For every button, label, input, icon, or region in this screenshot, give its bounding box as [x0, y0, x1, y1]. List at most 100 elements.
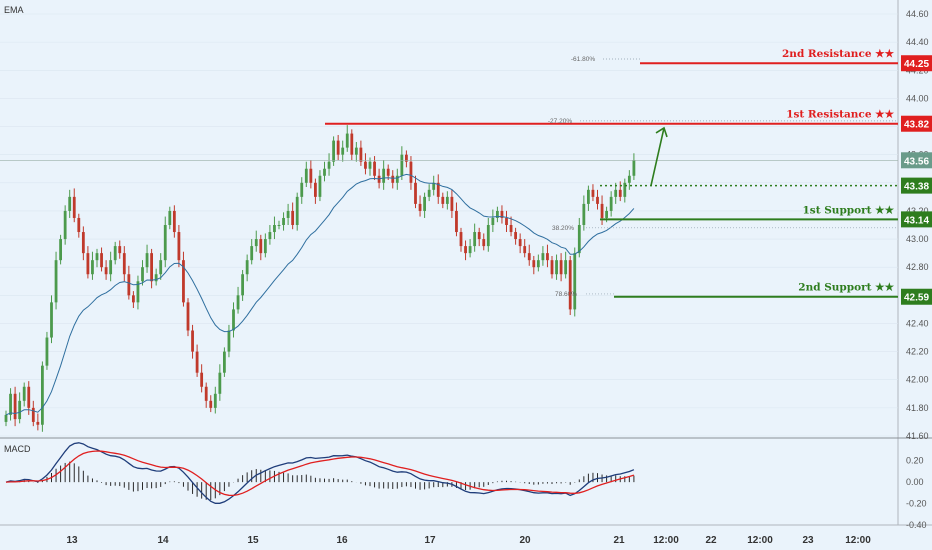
candle-body	[536, 260, 540, 268]
candle-body	[191, 330, 194, 352]
candle-body	[4, 414, 8, 422]
candle-body	[455, 210, 458, 233]
candle-body	[577, 225, 581, 254]
time-tick-label: 15	[247, 535, 259, 546]
candle-body	[582, 203, 586, 225]
candle-body	[254, 239, 258, 247]
price-tick-label: 41.60	[906, 431, 929, 441]
candle-body	[514, 232, 517, 240]
time-tick-label: 12:00	[747, 535, 773, 546]
candle-body	[241, 274, 244, 296]
candle-body	[100, 253, 103, 268]
candle-body	[22, 386, 26, 401]
time-tick-label: 13	[66, 535, 78, 546]
level-name-label: 2nd Support ★★	[798, 282, 894, 294]
candle-body	[13, 393, 17, 420]
candle-body	[113, 246, 117, 261]
candle-body	[364, 161, 367, 169]
fib-label: 38.20%	[552, 225, 574, 232]
time-tick-label: 12:00	[653, 535, 679, 546]
candle-body	[95, 253, 99, 261]
candle-body	[441, 196, 445, 204]
arrow-head	[655, 126, 668, 138]
candle-body	[282, 217, 285, 225]
candle-body	[104, 267, 108, 275]
candle-body	[555, 260, 558, 275]
level-price-value: 44.25	[904, 59, 929, 70]
candle-body	[432, 182, 436, 190]
candle-body	[596, 196, 599, 204]
candle-body	[150, 253, 153, 282]
candle-body	[341, 147, 345, 155]
price-axis-ticks: 44.6044.4044.2044.0043.8043.6043.4043.20…	[0, 9, 929, 441]
candle-body	[527, 253, 531, 261]
candle-body	[505, 217, 508, 225]
level-price-badge	[901, 55, 932, 72]
macd-tick-label: -0.20	[906, 499, 927, 509]
candle-body	[414, 182, 417, 204]
candle-body	[564, 260, 568, 275]
level-name-label: 1st Resistance ★★	[786, 109, 894, 121]
macd-group	[5, 442, 635, 504]
candle-body	[450, 196, 454, 211]
candle-body	[382, 168, 386, 183]
level-name-label: 2nd Resistance ★★	[782, 48, 895, 60]
candle-body	[154, 274, 158, 282]
candle-body	[168, 210, 172, 225]
candle-body	[587, 189, 590, 204]
level-price-badge	[901, 177, 932, 194]
candle-body	[54, 260, 58, 303]
level-price-badge	[901, 288, 932, 305]
ema-line	[5, 173, 635, 416]
candle-body	[132, 295, 135, 303]
candle-body	[459, 232, 463, 247]
candle-body	[263, 239, 267, 254]
candle-body	[418, 203, 422, 211]
macd-axis-ticks: 0.20 0.00 -0.20 -0.40	[906, 456, 927, 530]
price-tick-label: 42.20	[906, 347, 929, 357]
candle-body	[436, 182, 440, 197]
candle-body	[627, 175, 631, 183]
time-axis-ticks: 13 14 15 16 17 20 21 12:00 22 12:00 23 12:00	[66, 535, 871, 546]
candle-body	[568, 260, 572, 310]
candle-body	[145, 253, 149, 268]
ema-group	[5, 173, 635, 416]
fib-label: -61.80%	[571, 56, 595, 63]
candle-body	[36, 421, 40, 425]
candle-body	[136, 281, 140, 303]
candle-body	[232, 309, 235, 331]
price-tick-label: 44.40	[906, 37, 929, 47]
candle-body	[350, 133, 354, 155]
time-tick-label: 16	[336, 535, 348, 546]
candle-body	[245, 260, 249, 275]
candle-body	[91, 260, 94, 275]
candle-body	[159, 260, 163, 275]
price-tick-label: 42.00	[906, 375, 929, 385]
projection-arrow	[650, 126, 668, 186]
candle-body	[532, 260, 536, 268]
candle-body	[163, 225, 167, 261]
candle-body	[623, 182, 627, 197]
level-price-badge	[901, 115, 932, 132]
candle-body	[223, 351, 226, 373]
candle-body	[518, 239, 522, 247]
time-tick-label: 21	[613, 535, 625, 546]
candle-body	[477, 232, 481, 240]
candle-body	[45, 337, 49, 366]
ema-label: EMA	[4, 5, 24, 15]
candle-body	[118, 246, 122, 254]
candle-body	[63, 210, 67, 240]
candle-body	[177, 232, 181, 261]
candle-body	[273, 225, 276, 233]
candles-group	[4, 125, 636, 432]
candle-body	[172, 210, 176, 233]
candle-body	[291, 210, 295, 225]
candle-body	[141, 267, 144, 282]
candle-body	[386, 168, 390, 176]
candle-body	[500, 210, 504, 218]
candle-body	[50, 302, 53, 338]
candle-body	[395, 175, 399, 183]
candle-body	[304, 168, 308, 183]
candle-body	[41, 365, 44, 425]
